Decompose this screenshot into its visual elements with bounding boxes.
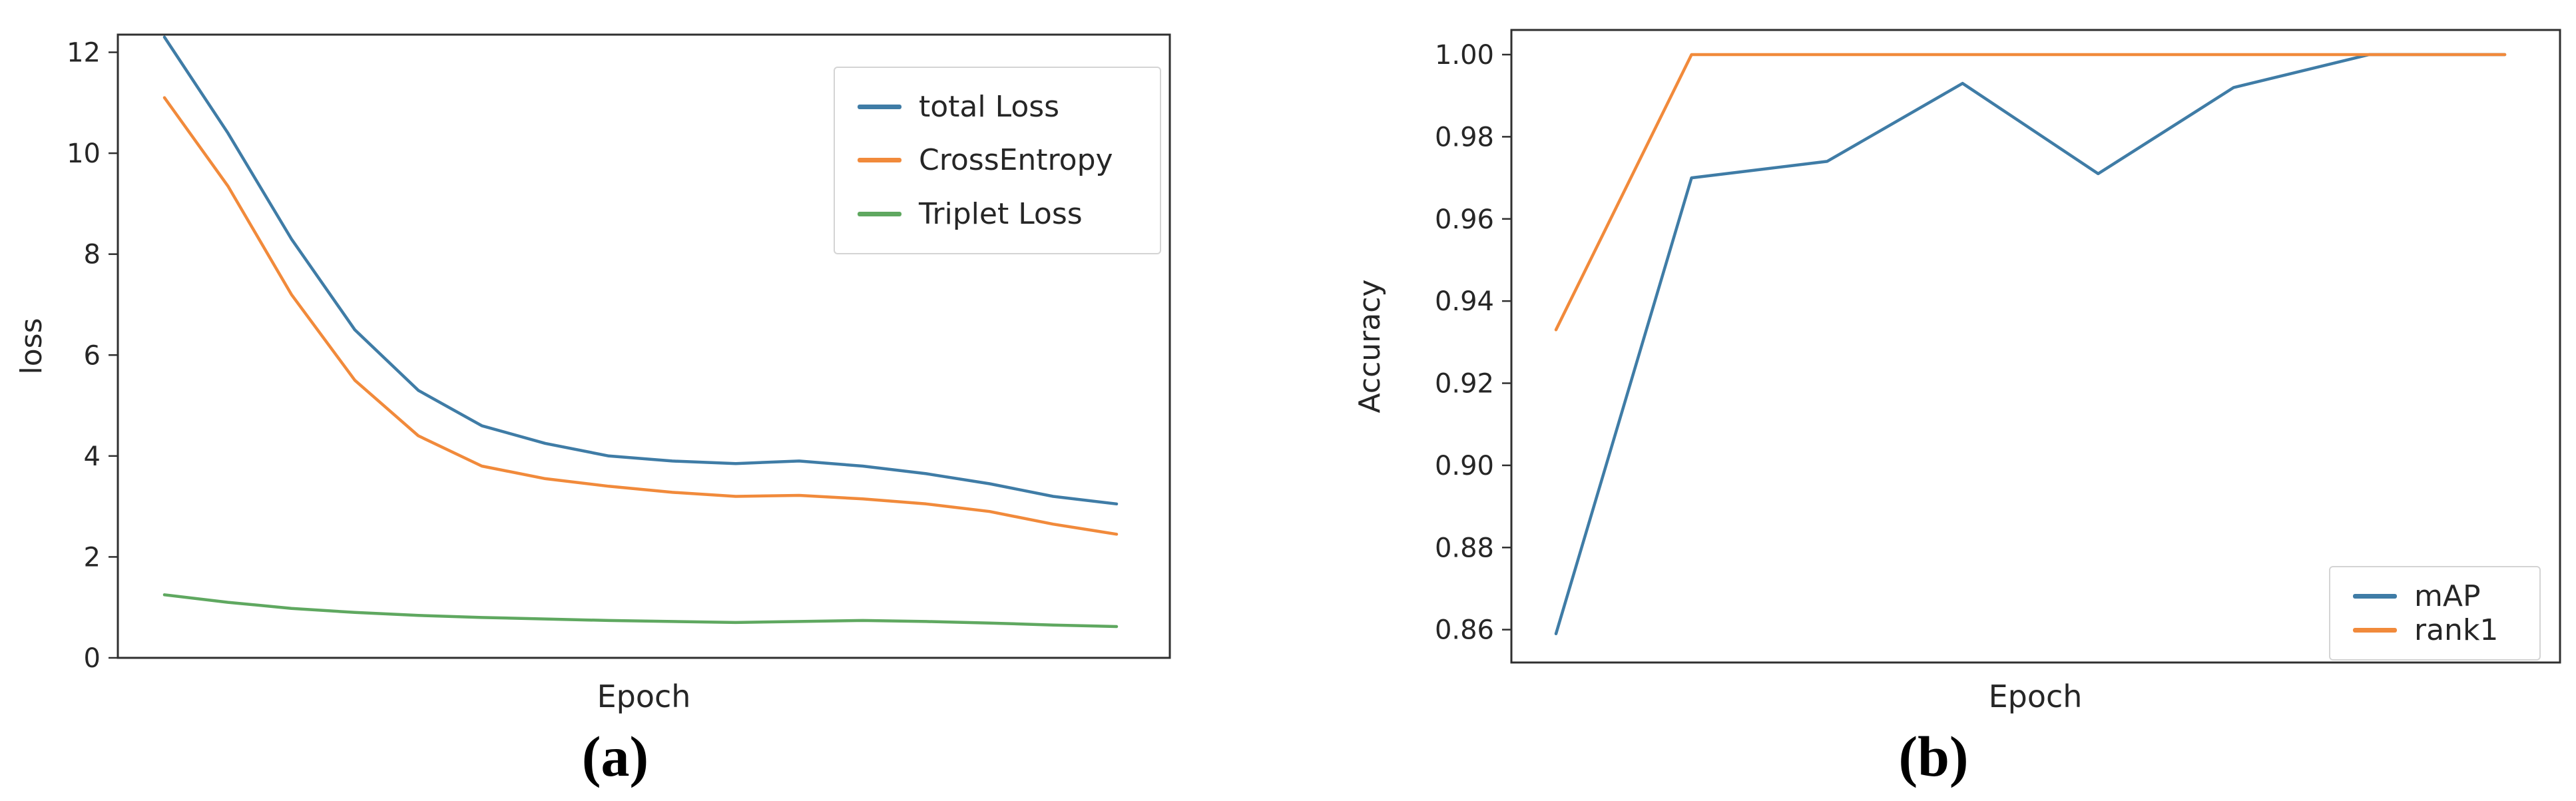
chart-b-series-rank1 <box>1554 53 2507 332</box>
chart-b-caption: (b) <box>1898 724 1969 788</box>
chart-a-y-tick-label: 12 <box>67 38 101 69</box>
chart-a-xlabel: Epoch <box>597 678 691 714</box>
rank1-line-swatch <box>2353 628 2397 633</box>
legend-label-triplet-loss: Triplet Loss <box>919 197 1083 232</box>
legend-item-rank1: rank1 <box>2353 613 2517 647</box>
chart-b-xlabel: Epoch <box>1988 678 2083 714</box>
chart-b-y-tick-label: 1.00 <box>1435 40 1494 71</box>
chart-b-y-tick-label: 0.90 <box>1435 451 1494 481</box>
chart-b-ylabel: Accuracy <box>1353 279 1387 413</box>
chart-b-y-tick-label: 0.96 <box>1435 204 1494 235</box>
legend-item-total-loss: total Loss <box>858 90 1137 124</box>
legend-label-map: mAP <box>2414 579 2481 613</box>
chart-a-series-total-loss <box>162 35 1119 506</box>
total-loss-line-swatch <box>858 104 902 109</box>
chart-b-y-tick-label: 0.88 <box>1435 533 1494 563</box>
chart-a-y-tick-label: 8 <box>84 240 101 270</box>
chart-b-series-map <box>1554 53 2507 636</box>
chart-a-ylabel: loss <box>15 318 49 375</box>
chart-a-y-tick-label: 6 <box>84 340 101 371</box>
legend-label-total-loss: total Loss <box>919 89 1060 124</box>
legend-item-map: mAP <box>2353 579 2517 613</box>
map-line-swatch <box>2353 594 2397 599</box>
legend-label-crossentropy: CrossEntropy <box>919 143 1113 178</box>
chart-a-y-tick-label: 4 <box>84 441 101 472</box>
chart-b-y-tick-label: 0.86 <box>1435 615 1494 646</box>
chart-b-y-tick-label: 0.94 <box>1435 286 1494 317</box>
chart-a-y-tick-label: 2 <box>84 542 101 573</box>
chart-a-series-crossentropy <box>162 96 1119 536</box>
triplet-loss-line-swatch <box>858 212 902 217</box>
chart-b-legend: mAP rank1 <box>2329 566 2541 661</box>
chart-a-axes-box <box>117 33 1171 659</box>
chart-b-y-tick-label: 0.98 <box>1435 122 1494 152</box>
chart-a-y-tick-label: 0 <box>84 643 101 674</box>
legend-label-rank1: rank1 <box>2414 613 2499 647</box>
crossentropy-line-swatch <box>858 158 902 163</box>
chart-a-legend: total Loss CrossEntropy Triplet Loss <box>834 67 1161 254</box>
chart-b-axes-box <box>1510 29 2561 664</box>
chart-b-y-tick-label: 0.92 <box>1435 369 1494 400</box>
chart-a-series-triplet-loss <box>162 593 1119 629</box>
chart-a-caption: (a) <box>581 724 649 788</box>
legend-item-triplet-loss: Triplet Loss <box>858 197 1137 231</box>
chart-a-y-tick-label: 10 <box>67 138 101 169</box>
legend-item-crossentropy: CrossEntropy <box>858 143 1137 177</box>
